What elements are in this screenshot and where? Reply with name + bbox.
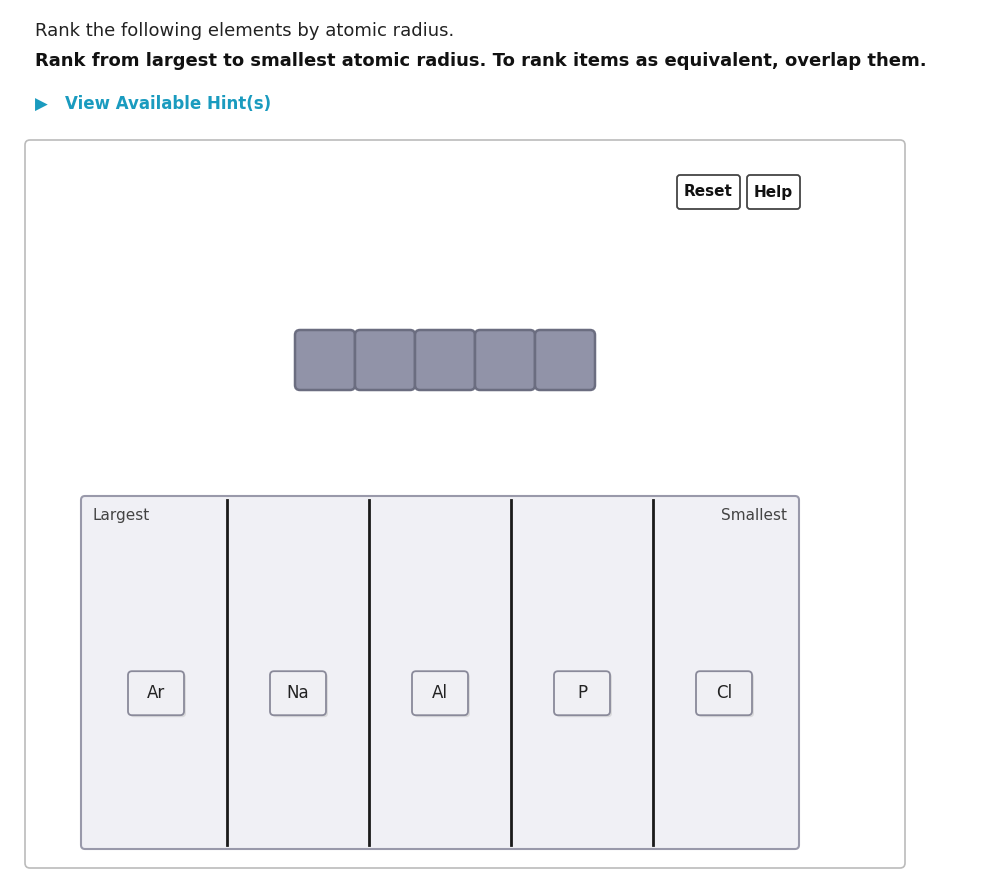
Text: Reset: Reset (684, 184, 733, 199)
FancyBboxPatch shape (81, 496, 799, 849)
FancyBboxPatch shape (556, 673, 612, 717)
FancyBboxPatch shape (130, 673, 186, 717)
FancyBboxPatch shape (747, 175, 800, 209)
Text: Cl: Cl (716, 684, 732, 702)
FancyBboxPatch shape (412, 671, 468, 715)
FancyBboxPatch shape (272, 673, 328, 717)
FancyBboxPatch shape (475, 330, 535, 390)
Text: Al: Al (432, 684, 448, 702)
FancyBboxPatch shape (295, 330, 355, 390)
Text: Largest: Largest (93, 508, 150, 523)
Text: Ar: Ar (147, 684, 165, 702)
FancyBboxPatch shape (25, 140, 905, 868)
Text: ▶   View Available Hint(s): ▶ View Available Hint(s) (35, 95, 271, 113)
FancyBboxPatch shape (415, 330, 475, 390)
FancyBboxPatch shape (554, 671, 610, 715)
Text: Help: Help (754, 184, 793, 199)
FancyBboxPatch shape (414, 673, 470, 717)
FancyBboxPatch shape (270, 671, 326, 715)
Text: Rank the following elements by atomic radius.: Rank the following elements by atomic ra… (35, 22, 455, 40)
Text: P: P (577, 684, 587, 702)
Text: Na: Na (287, 684, 310, 702)
FancyBboxPatch shape (698, 673, 754, 717)
FancyBboxPatch shape (355, 330, 415, 390)
Text: Rank from largest to smallest atomic radius. To rank items as equivalent, overla: Rank from largest to smallest atomic rad… (35, 52, 927, 70)
FancyBboxPatch shape (696, 671, 752, 715)
FancyBboxPatch shape (128, 671, 184, 715)
FancyBboxPatch shape (535, 330, 595, 390)
Text: Smallest: Smallest (721, 508, 787, 523)
FancyBboxPatch shape (677, 175, 740, 209)
